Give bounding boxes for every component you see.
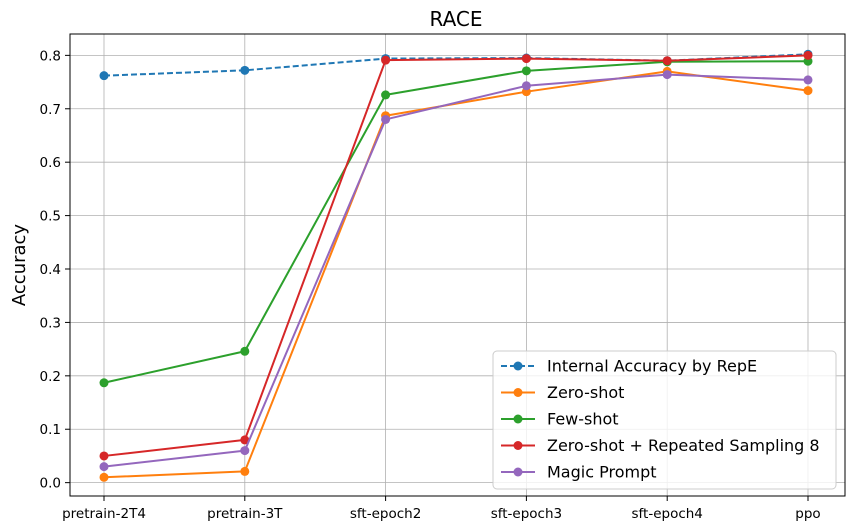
x-tick-label: ppo — [795, 506, 820, 522]
x-tick-label: sft-epoch3 — [491, 506, 562, 522]
data-point — [381, 90, 391, 100]
legend-marker — [513, 388, 523, 397]
chart-title: RACE — [429, 7, 482, 31]
data-point — [99, 378, 109, 388]
legend-entry: Zero-shot + Repeated Sampling 8 — [501, 436, 820, 455]
data-point — [662, 56, 672, 66]
y-tick-label: 0.8 — [40, 48, 61, 64]
legend-label: Magic Prompt — [547, 463, 657, 482]
grid — [70, 34, 845, 496]
series-4 — [99, 70, 813, 472]
legend-entry: Zero-shot — [501, 383, 624, 402]
axis-ticks: pretrain-2T4 pretrain-3T sft-epoch2 sft-epo… — [40, 48, 821, 522]
data-point — [803, 75, 813, 85]
data-point — [240, 466, 250, 476]
legend: Internal Accuracy by RepE Zero-shot Few-sh… — [492, 350, 837, 490]
plot-frame — [69, 33, 846, 497]
y-tick-label: 0.0 — [40, 476, 61, 492]
y-tick-label: 0.1 — [40, 422, 61, 438]
data-point — [240, 435, 250, 445]
series-lines — [99, 49, 813, 482]
legend-marker — [513, 361, 523, 371]
data-point — [240, 65, 250, 75]
legend-marker — [513, 467, 523, 477]
y-tick-label: 0.4 — [40, 262, 61, 278]
data-point — [662, 70, 672, 80]
data-point — [803, 50, 813, 60]
series-line — [103, 73, 809, 468]
series-line — [103, 54, 809, 457]
y-axis-title: Accuracy — [9, 224, 30, 307]
legend-marker — [513, 441, 523, 450]
legend-label: Internal Accuracy by RepE — [547, 357, 757, 376]
legend-marker — [513, 414, 523, 424]
x-tick-label: sft-epoch4 — [631, 506, 702, 522]
data-point — [99, 472, 109, 482]
data-point — [381, 114, 391, 124]
data-point — [99, 451, 109, 461]
series-line — [103, 60, 809, 384]
y-tick-label: 0.6 — [40, 155, 61, 171]
series-2 — [99, 56, 813, 388]
y-tick-label: 0.5 — [40, 209, 61, 225]
data-point — [240, 446, 250, 456]
data-point — [803, 86, 813, 96]
data-point — [381, 55, 391, 65]
legend-entry: Magic Prompt — [501, 463, 657, 482]
x-tick-label: pretrain-3T — [207, 506, 283, 522]
data-point — [521, 54, 531, 64]
x-tick-label: sft-epoch2 — [350, 506, 421, 522]
legend-label: Zero-shot + Repeated Sampling 8 — [547, 436, 820, 455]
legend-entry: Internal Accuracy by RepE — [501, 357, 757, 376]
data-point — [521, 66, 531, 76]
y-tick-label: 0.7 — [40, 102, 61, 118]
legend-label: Zero-shot — [547, 383, 624, 402]
data-point — [521, 81, 531, 91]
data-point — [99, 71, 109, 81]
legend-box — [492, 350, 837, 490]
x-tick-label: pretrain-2T4 — [62, 506, 146, 522]
y-tick-label: 0.3 — [40, 315, 61, 331]
y-tick-label: 0.2 — [40, 369, 61, 385]
legend-label: Few-shot — [547, 410, 619, 429]
legend-entry: Few-shot — [501, 410, 619, 429]
series-3 — [99, 50, 813, 461]
data-point — [240, 346, 250, 356]
data-point — [99, 462, 109, 472]
